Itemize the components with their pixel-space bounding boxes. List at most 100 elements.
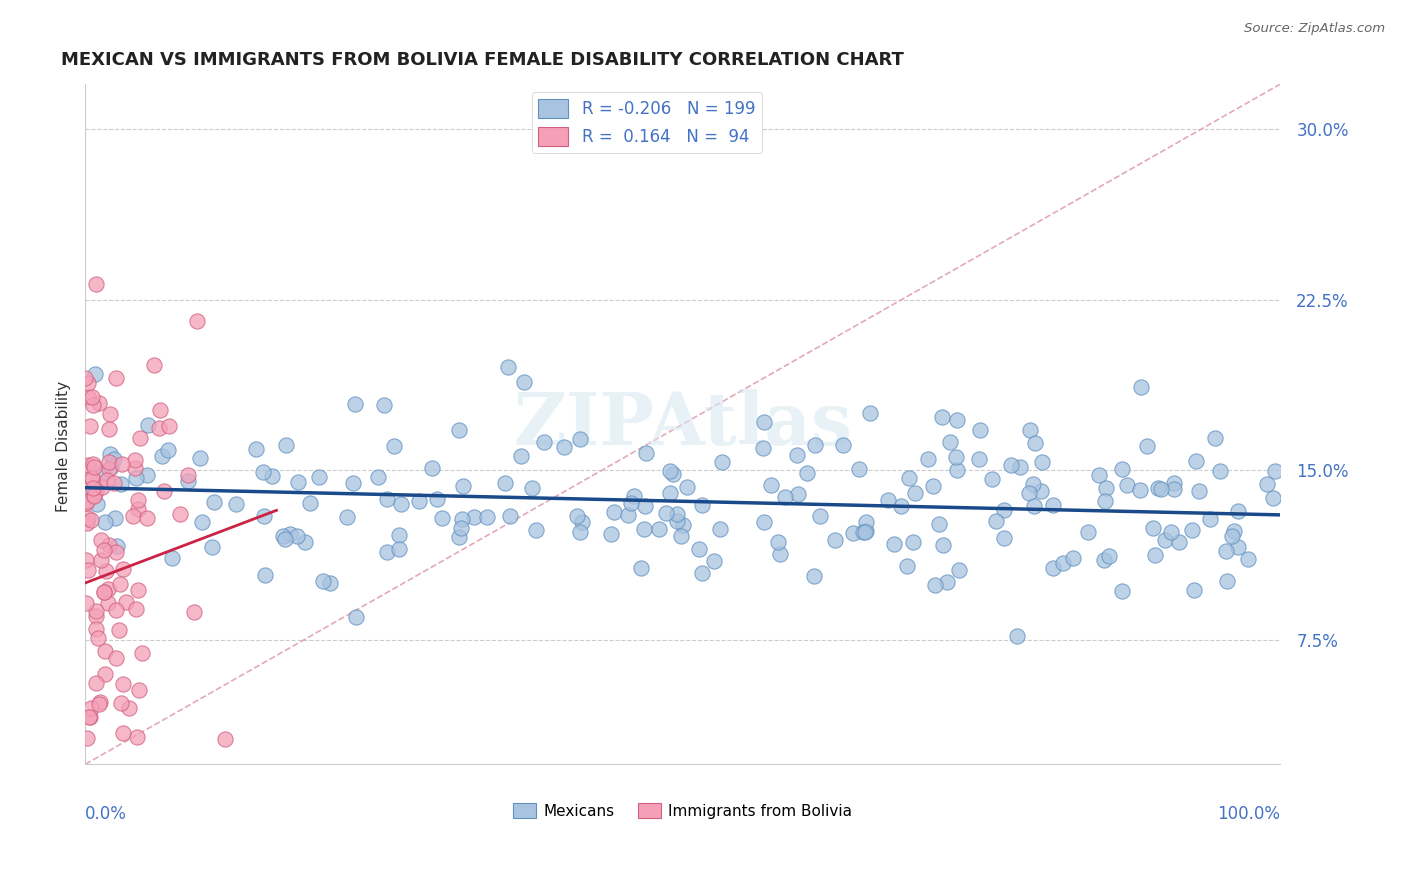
Point (1226, 504, 1249, 518)
Point (855, 524, 877, 538)
Point (75, 553, 97, 567)
Point (1181, 523, 1204, 537)
Point (342, 475, 364, 490)
Point (122, 509, 145, 524)
Point (496, 360, 519, 375)
Text: 100.0%: 100.0% (1218, 805, 1281, 823)
Point (127, 493, 149, 508)
Point (82, 770, 104, 784)
Point (375, 492, 398, 507)
Point (77, 709, 100, 723)
Point (494, 476, 516, 491)
Point (77, 803, 100, 817)
Point (1029, 483, 1052, 498)
Point (453, 479, 475, 493)
Point (86, 622, 108, 636)
Point (922, 479, 945, 493)
Point (271, 528, 294, 542)
Point (93, 542, 115, 557)
Point (993, 531, 1015, 545)
Point (252, 465, 274, 479)
Point (124, 460, 146, 475)
Point (107, 624, 129, 638)
Point (842, 526, 865, 541)
Point (520, 481, 543, 495)
Point (1209, 464, 1232, 478)
Point (901, 534, 924, 549)
Point (946, 463, 969, 477)
Point (84, 483, 107, 498)
Point (883, 536, 905, 550)
Point (90, 533, 112, 548)
Point (86, 497, 108, 511)
Text: Female Disability: Female Disability (56, 380, 70, 512)
Point (533, 434, 555, 449)
Point (1019, 423, 1042, 437)
Point (703, 554, 725, 568)
Point (183, 605, 205, 619)
Point (98, 447, 121, 461)
Point (1092, 552, 1115, 566)
Text: ZIPAtlas: ZIPAtlas (513, 389, 852, 459)
Point (1062, 551, 1084, 566)
Text: MEXICAN VS IMMIGRANTS FROM BOLIVIA FEMALE DISABILITY CORRELATION CHART: MEXICAN VS IMMIGRANTS FROM BOLIVIA FEMAL… (62, 51, 904, 69)
Point (669, 529, 692, 543)
Point (773, 490, 796, 504)
Point (1052, 556, 1074, 570)
Point (311, 574, 333, 588)
Point (136, 510, 159, 524)
Point (754, 415, 776, 429)
Point (225, 497, 247, 511)
Point (759, 477, 782, 491)
Point (1008, 459, 1031, 474)
Point (160, 551, 183, 566)
Point (98, 422, 121, 436)
Point (128, 683, 150, 698)
Point (1226, 540, 1249, 554)
Point (82, 481, 104, 495)
Point (1077, 524, 1099, 539)
Point (343, 397, 366, 411)
Point (666, 507, 689, 521)
Point (969, 423, 991, 437)
Point (285, 529, 308, 543)
Point (804, 438, 827, 452)
Point (103, 452, 125, 467)
Point (810, 509, 832, 524)
Point (1031, 455, 1053, 469)
Point (569, 524, 592, 539)
Point (112, 677, 135, 691)
Point (1021, 476, 1043, 491)
Point (824, 533, 846, 547)
Point (553, 440, 575, 454)
Point (79, 709, 101, 723)
Point (890, 499, 912, 513)
Point (1142, 521, 1164, 535)
Point (80, 701, 103, 715)
Point (93, 585, 115, 599)
Point (1204, 431, 1226, 445)
Point (571, 516, 593, 530)
Point (1018, 486, 1040, 500)
Point (1098, 549, 1121, 563)
Point (93, 584, 115, 599)
Point (177, 474, 200, 488)
Point (94, 564, 117, 578)
Point (87, 632, 110, 646)
Point (832, 438, 855, 452)
Point (993, 503, 1015, 517)
Point (648, 522, 671, 536)
Point (1088, 468, 1111, 483)
Point (79, 513, 101, 527)
Point (948, 563, 970, 577)
Point (769, 547, 792, 561)
Point (388, 528, 411, 542)
Point (447, 423, 470, 437)
Point (662, 467, 685, 481)
Point (852, 525, 875, 540)
Point (125, 471, 148, 485)
Point (190, 515, 212, 529)
Point (928, 517, 950, 532)
Point (1215, 544, 1237, 558)
Point (82, 471, 104, 485)
